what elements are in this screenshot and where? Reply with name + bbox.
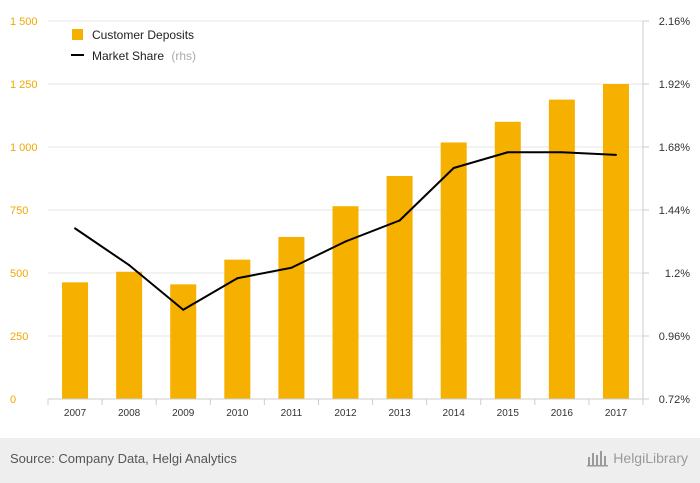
- bar-2014: [440, 142, 467, 400]
- market-share-point-2011: [290, 266, 293, 269]
- left-tick-label: 1 500: [10, 16, 38, 28]
- x-tick-label: 2007: [64, 408, 87, 419]
- right-tick-label: 1.2%: [665, 268, 690, 280]
- left-tick-label: 250: [10, 331, 28, 343]
- market-share-point-2017: [614, 153, 617, 156]
- left-tick-label: 1 250: [10, 79, 38, 91]
- chart-svg: 2007 2008 2009 2010 2011 2012 2013 2014 2015 2016…: [10, 16, 690, 419]
- x-tick-label: 2015: [497, 408, 520, 419]
- right-axis: 0.72% 0.96% 1.2% 1.44% 1.68% 1.92% 2.16%: [642, 16, 690, 406]
- source-text: Source: Company Data, Helgi Analytics: [10, 451, 237, 466]
- market-share-point-2007: [74, 227, 77, 230]
- library-icon: [587, 451, 609, 467]
- right-tick-label: 2.16%: [659, 16, 690, 28]
- bar-series: [62, 84, 629, 400]
- left-tick-label: 0: [10, 394, 16, 406]
- market-share-point-2009: [182, 308, 185, 311]
- left-tick-label: 1 000: [10, 142, 38, 154]
- right-tick-label: 0.72%: [659, 394, 690, 406]
- right-tick-label: 1.44%: [659, 205, 690, 217]
- left-axis: 0 250 500 750 1 000 1 250 1 500: [10, 16, 38, 406]
- legend-bar-label: Customer Deposits: [92, 28, 194, 42]
- x-tick-label: 2016: [551, 408, 574, 419]
- x-tick-label: 2014: [443, 408, 466, 419]
- x-tick-label: 2011: [281, 408, 303, 419]
- market-share-point-2012: [344, 240, 347, 243]
- line-series: [74, 151, 617, 311]
- x-tick-label: 2017: [605, 408, 628, 419]
- left-tick-label: 750: [10, 205, 28, 217]
- market-share-point-2010: [236, 277, 239, 280]
- x-axis: 2007 2008 2009 2010 2011 2012 2013 2014 2015 2016…: [47, 398, 644, 419]
- market-share-point-2016: [560, 151, 563, 154]
- right-tick-label: 1.68%: [659, 142, 690, 154]
- right-tick-label: 1.92%: [659, 79, 690, 91]
- market-share-point-2015: [506, 151, 509, 154]
- bar-2007: [62, 282, 89, 399]
- legend-bar-swatch: [72, 29, 83, 40]
- footer: Source: Company Data, Helgi Analytics He…: [0, 438, 700, 483]
- legend-line-name: Market Share: [92, 49, 164, 63]
- bar-2011: [278, 236, 305, 399]
- x-tick-label: 2008: [118, 408, 141, 419]
- brand-logo[interactable]: HelgiLibrary: [587, 449, 688, 467]
- left-tick-label: 500: [10, 268, 28, 280]
- brand-name: HelgiLibrary: [613, 450, 688, 466]
- bar-2015: [494, 121, 521, 400]
- right-tick-label: 0.96%: [659, 331, 690, 343]
- x-tick-label: 2010: [226, 408, 249, 419]
- legend: Customer Deposits Market Share (rhs): [71, 28, 196, 63]
- bar-2008: [116, 271, 143, 399]
- market-share-point-2013: [398, 219, 401, 222]
- market-share-point-2014: [452, 167, 455, 169]
- x-tick-label: 2012: [334, 408, 357, 419]
- bar-2016: [548, 99, 575, 400]
- legend-line-suffix: (rhs): [171, 49, 196, 63]
- x-tick-label: 2009: [172, 408, 195, 419]
- bar-2012: [332, 206, 359, 399]
- bar-2017: [602, 84, 629, 399]
- x-tick-label: 2013: [388, 408, 411, 419]
- bar-2013: [386, 175, 413, 399]
- bar-2010: [224, 259, 251, 399]
- legend-line-label: Market Share (rhs): [92, 49, 196, 63]
- market-share-point-2008: [128, 264, 131, 267]
